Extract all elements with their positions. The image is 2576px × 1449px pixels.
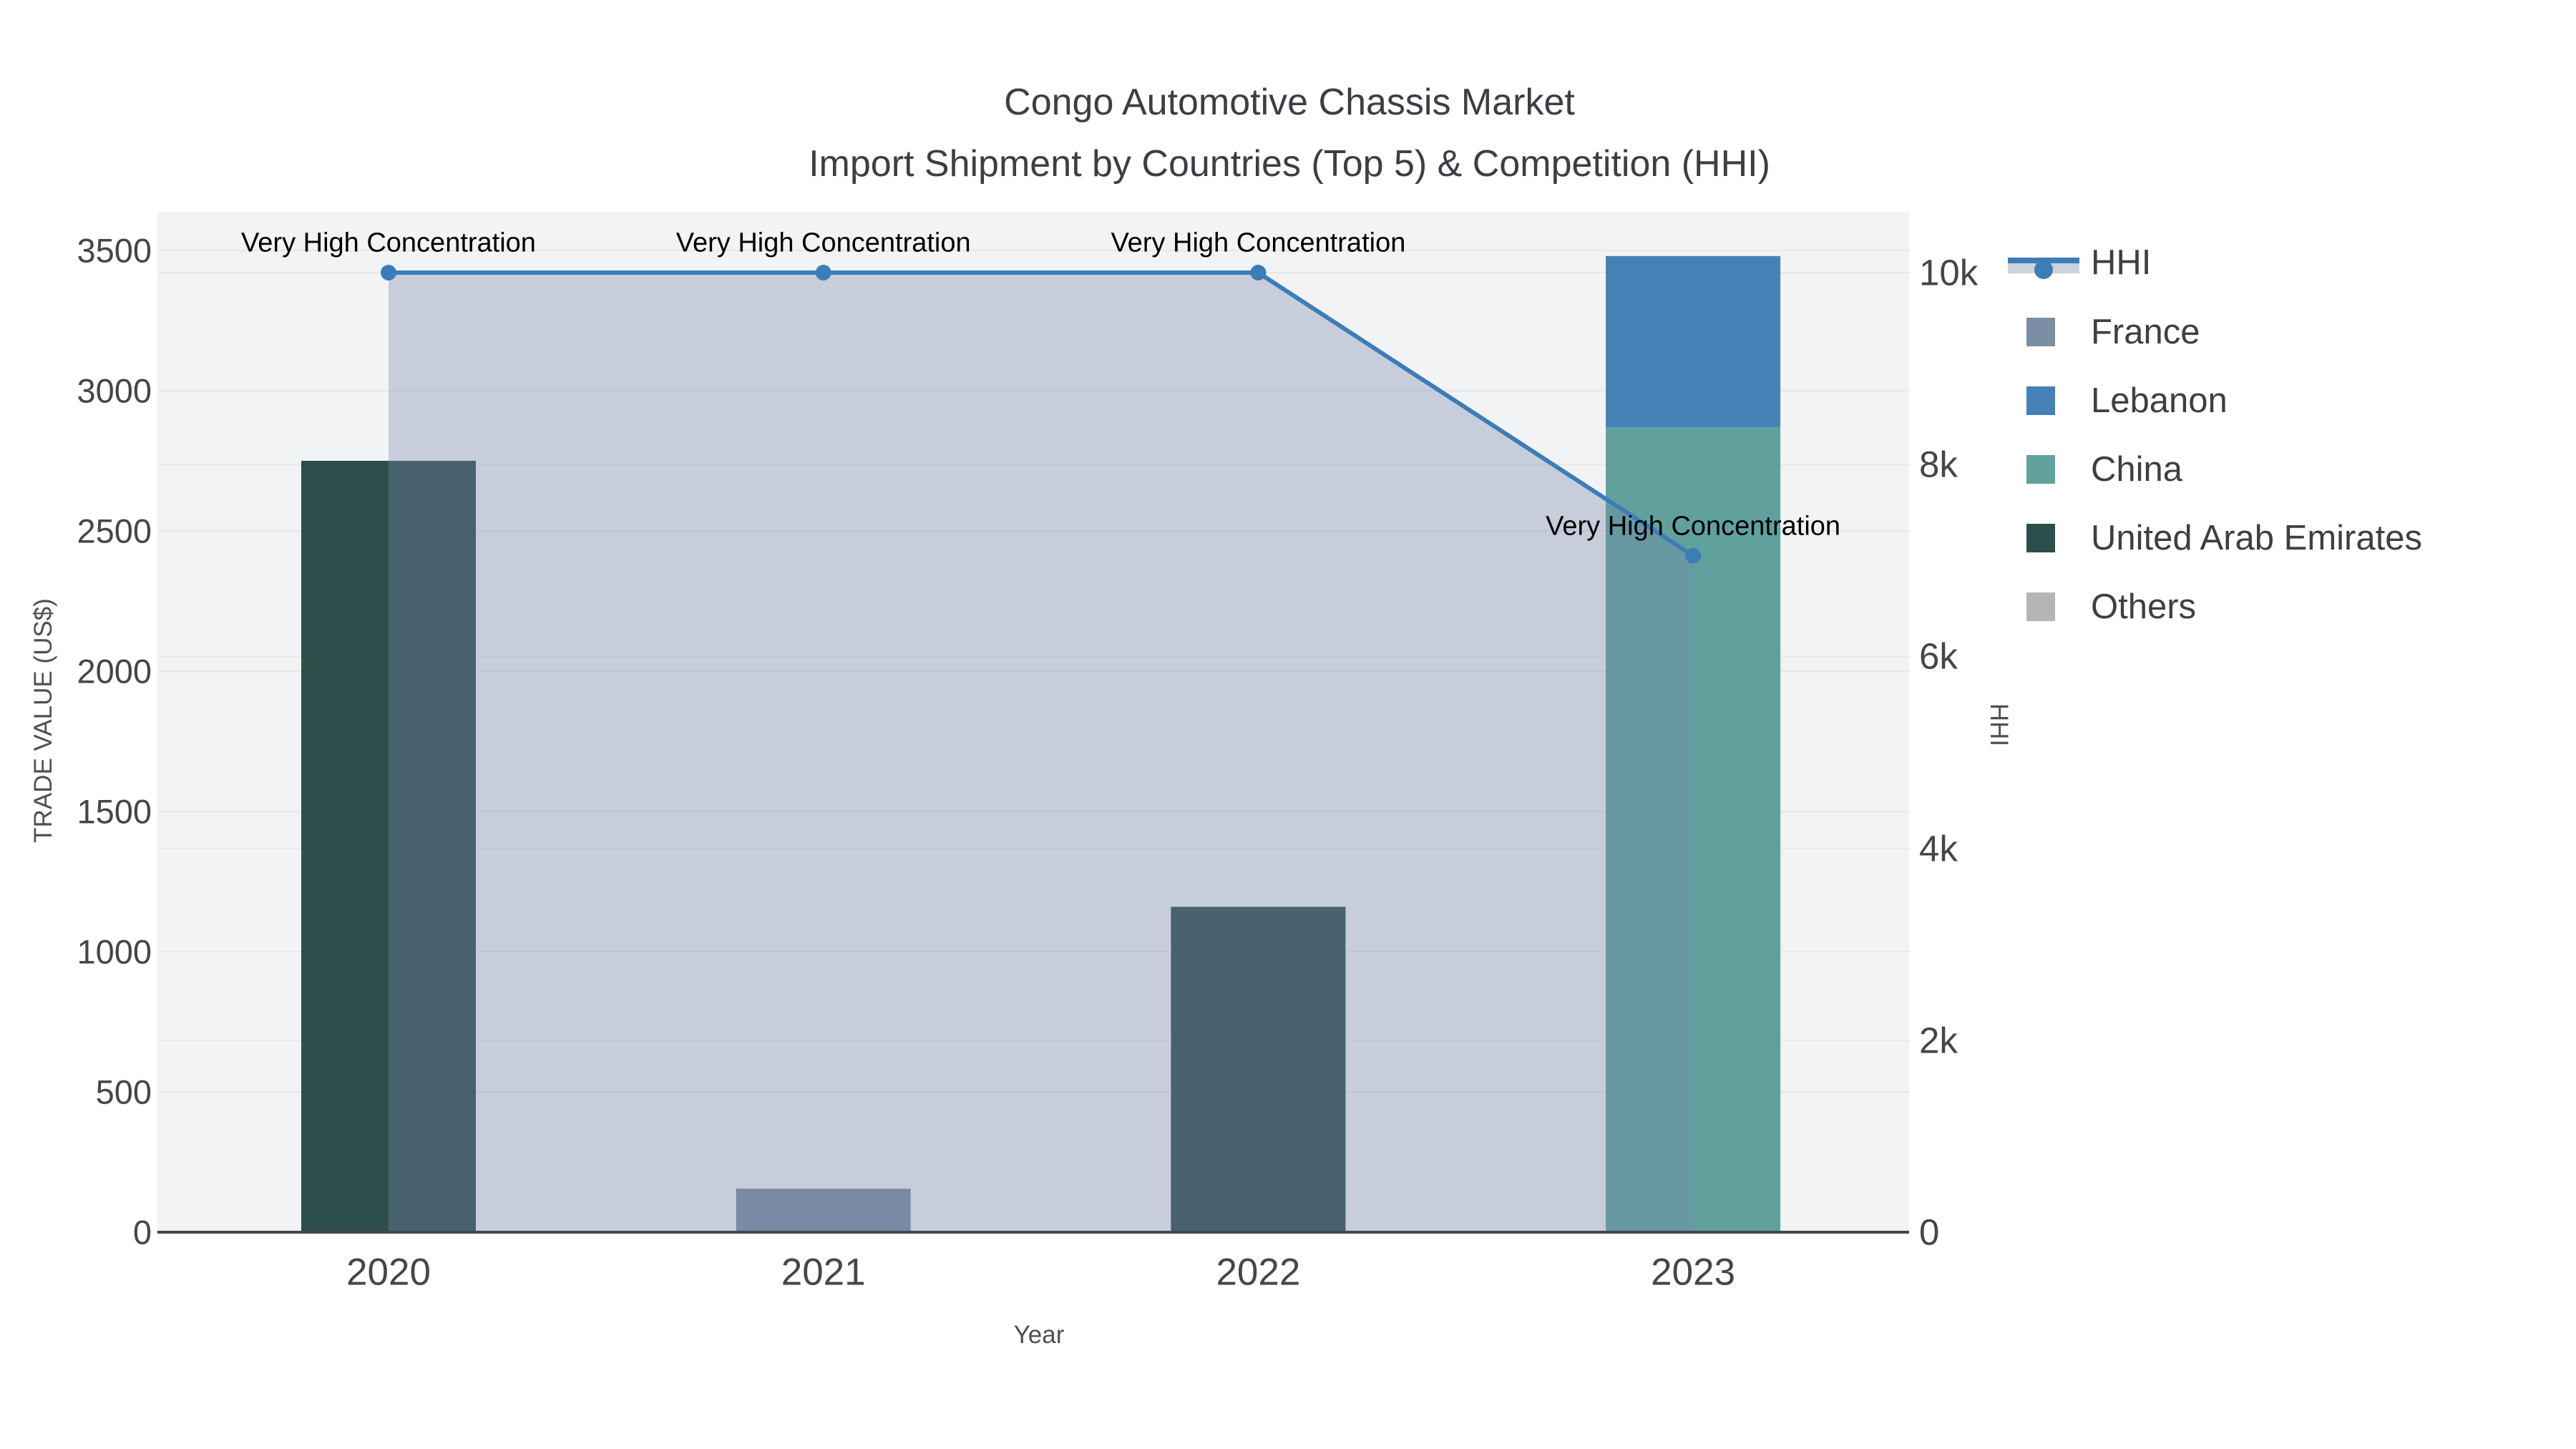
bar-segment-lebanon bbox=[1606, 255, 1781, 427]
color-swatch bbox=[2026, 386, 2055, 415]
chart-subtitle: Import Shipment by Countries (Top 5) & C… bbox=[809, 143, 1770, 185]
color-swatch bbox=[2026, 592, 2055, 621]
x-tick-label: 2020 bbox=[346, 1251, 431, 1294]
y-left-tick-label: 3500 bbox=[77, 231, 152, 270]
legend-swatch-icon bbox=[2008, 590, 2082, 624]
bar-segment-france bbox=[736, 1189, 911, 1232]
hhi-line-icon bbox=[2008, 245, 2082, 280]
x-tick-label: 2021 bbox=[781, 1251, 866, 1294]
y-right-tick-label: 6k bbox=[1919, 635, 1958, 677]
legend-swatch-icon bbox=[2008, 521, 2082, 555]
y-right-tick-label: 2k bbox=[1919, 1020, 1958, 1061]
y-axis-right-title: HHI bbox=[1985, 703, 2013, 747]
y-axis-left-title: TRADE VALUE (US$) bbox=[29, 598, 57, 843]
y-left-tick-label: 1500 bbox=[77, 792, 152, 831]
y-left-tick-label: 3000 bbox=[77, 371, 152, 410]
legend-label: Lebanon bbox=[2091, 381, 2228, 420]
y-right-tick-label: 4k bbox=[1919, 828, 1958, 869]
chart-title-block: Congo Automotive Chassis Market Import S… bbox=[809, 72, 1770, 195]
hhi-marker-sample bbox=[2034, 260, 2053, 279]
hhi-marker bbox=[1685, 547, 1702, 564]
hhi-marker bbox=[815, 265, 831, 280]
annotation-text: Very High Concentration bbox=[241, 228, 536, 258]
x-tick-label: 2023 bbox=[1651, 1251, 1736, 1294]
legend-label: France bbox=[2091, 313, 2200, 351]
color-swatch bbox=[2026, 318, 2055, 346]
annotation-text: Very High Concentration bbox=[1546, 511, 1841, 542]
hhi-area-fill bbox=[389, 273, 1694, 1232]
legend-swatch-icon bbox=[2008, 384, 2082, 418]
y-left-tick-label: 1000 bbox=[77, 932, 152, 971]
legend-label: HHI bbox=[2091, 243, 2152, 282]
hhi-marker bbox=[1250, 265, 1267, 280]
y-right-tick-label: 0 bbox=[1919, 1211, 1940, 1253]
legend-item-hhi[interactable]: HHI bbox=[2008, 240, 2151, 286]
annotation-text: Very High Concentration bbox=[675, 228, 971, 258]
hhi-line bbox=[389, 270, 1694, 558]
legend-label: China bbox=[2091, 450, 2183, 489]
chart-title: Congo Automotive Chassis Market bbox=[1004, 82, 1575, 123]
legend-item-others[interactable]: Others bbox=[2008, 584, 2196, 630]
y-right-tick-label: 8k bbox=[1919, 444, 1958, 485]
x-axis-title: Year bbox=[1013, 1321, 1065, 1349]
legend-label: Others bbox=[2091, 587, 2197, 626]
hhi-marker bbox=[381, 265, 396, 280]
bar-segment-united-arab-emirates bbox=[301, 461, 476, 1232]
color-swatch bbox=[2026, 455, 2055, 484]
y-left-tick-label: 2500 bbox=[77, 512, 152, 550]
annotation-text: Very High Concentration bbox=[1111, 228, 1406, 258]
y-left-tick-label: 2000 bbox=[77, 652, 152, 691]
y-right-tick-label: 10k bbox=[1919, 252, 1979, 293]
x-tick-label: 2022 bbox=[1216, 1251, 1301, 1294]
y-left-tick-label: 0 bbox=[132, 1213, 152, 1252]
y-left-tick-label: 500 bbox=[95, 1073, 152, 1111]
legend-item-france[interactable]: France bbox=[2008, 309, 2200, 355]
legend-item-united-arab-emirates[interactable]: United Arab Emirates bbox=[2008, 515, 2422, 561]
legend-label: United Arab Emirates bbox=[2091, 519, 2422, 557]
legend-swatch-icon bbox=[2008, 452, 2082, 487]
bar-segment-united-arab-emirates bbox=[1171, 907, 1346, 1232]
legend-item-lebanon[interactable]: Lebanon bbox=[2008, 378, 2228, 424]
legend-item-china[interactable]: China bbox=[2008, 447, 2182, 492]
legend-swatch-icon bbox=[2008, 315, 2082, 349]
color-swatch bbox=[2026, 524, 2055, 552]
